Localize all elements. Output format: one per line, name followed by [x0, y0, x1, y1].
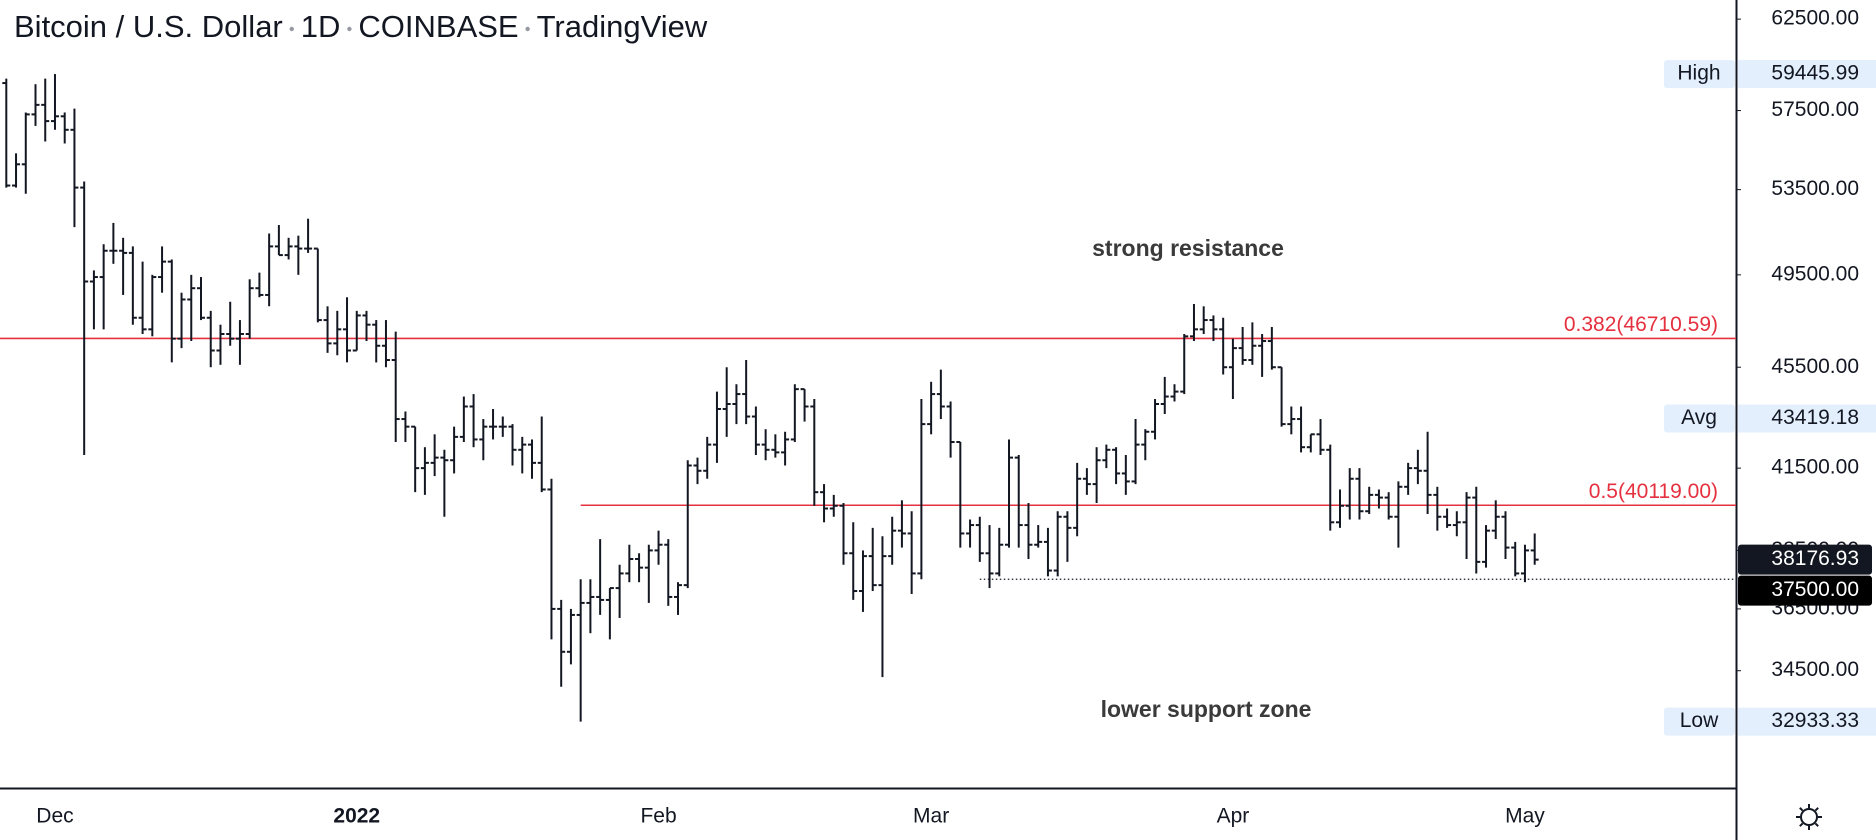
title-exchange: COINBASE	[358, 9, 518, 44]
stat-label: Low	[1680, 709, 1719, 732]
x-tick-label: Apr	[1217, 805, 1250, 828]
x-tick-label: May	[1505, 805, 1545, 828]
stat-value-box	[1738, 60, 1876, 89]
stat-value-box	[1738, 404, 1876, 433]
x-tick-label: 2022	[333, 805, 380, 828]
stat-value: 32933.33	[1771, 709, 1859, 732]
x-tick-label: Dec	[36, 805, 73, 828]
y-tick-label: 53500.00	[1771, 177, 1859, 200]
title-separator	[525, 26, 530, 32]
title-source: TradingView	[537, 9, 708, 44]
last-price-box	[1738, 544, 1872, 575]
settings-icon-ring	[1800, 808, 1818, 826]
stat-label: High	[1677, 62, 1720, 85]
settings-icon-spoke	[1799, 807, 1804, 812]
y-tick-label: 57500.00	[1771, 98, 1859, 121]
stat-label: Avg	[1681, 406, 1717, 429]
last-price-label: 38176.93	[1771, 547, 1859, 570]
y-tick-label: 49500.00	[1771, 262, 1859, 285]
title-title: Bitcoin / U.S. Dollar	[14, 9, 283, 44]
stat-value: 59445.99	[1771, 62, 1859, 85]
stat-label-box	[1664, 707, 1735, 736]
level-label: 0.382(46710.59)	[1564, 313, 1718, 336]
x-tick-label: Feb	[640, 805, 676, 828]
annotation: strong resistance	[1092, 235, 1284, 261]
settings-icon-spoke	[1814, 807, 1819, 812]
stat-value: 43419.18	[1771, 406, 1859, 429]
ohlc-bars	[2, 74, 1539, 722]
y-tick-label: 45500.00	[1771, 355, 1859, 378]
stat-label-box	[1664, 60, 1735, 89]
settings-icon-spoke	[1799, 822, 1804, 827]
x-tick-label: Mar	[913, 805, 949, 828]
support-price-box	[1738, 575, 1872, 606]
y-tick-label: 34500.00	[1771, 658, 1859, 681]
settings-icon-spoke	[1814, 822, 1819, 827]
stat-value-box	[1738, 707, 1876, 736]
title-separator	[289, 26, 294, 32]
level-label: 0.5(40119.00)	[1589, 480, 1718, 503]
y-tick-label: 62500.00	[1771, 7, 1859, 30]
title-separator	[347, 26, 352, 32]
support-price-label: 37500.00	[1771, 578, 1859, 601]
settings-icon[interactable]	[1796, 804, 1822, 830]
annotation: lower support zone	[1101, 696, 1312, 722]
y-tick-label: 41500.00	[1771, 456, 1859, 479]
title-interval: 1D	[301, 9, 341, 44]
stat-label-box	[1664, 404, 1735, 433]
